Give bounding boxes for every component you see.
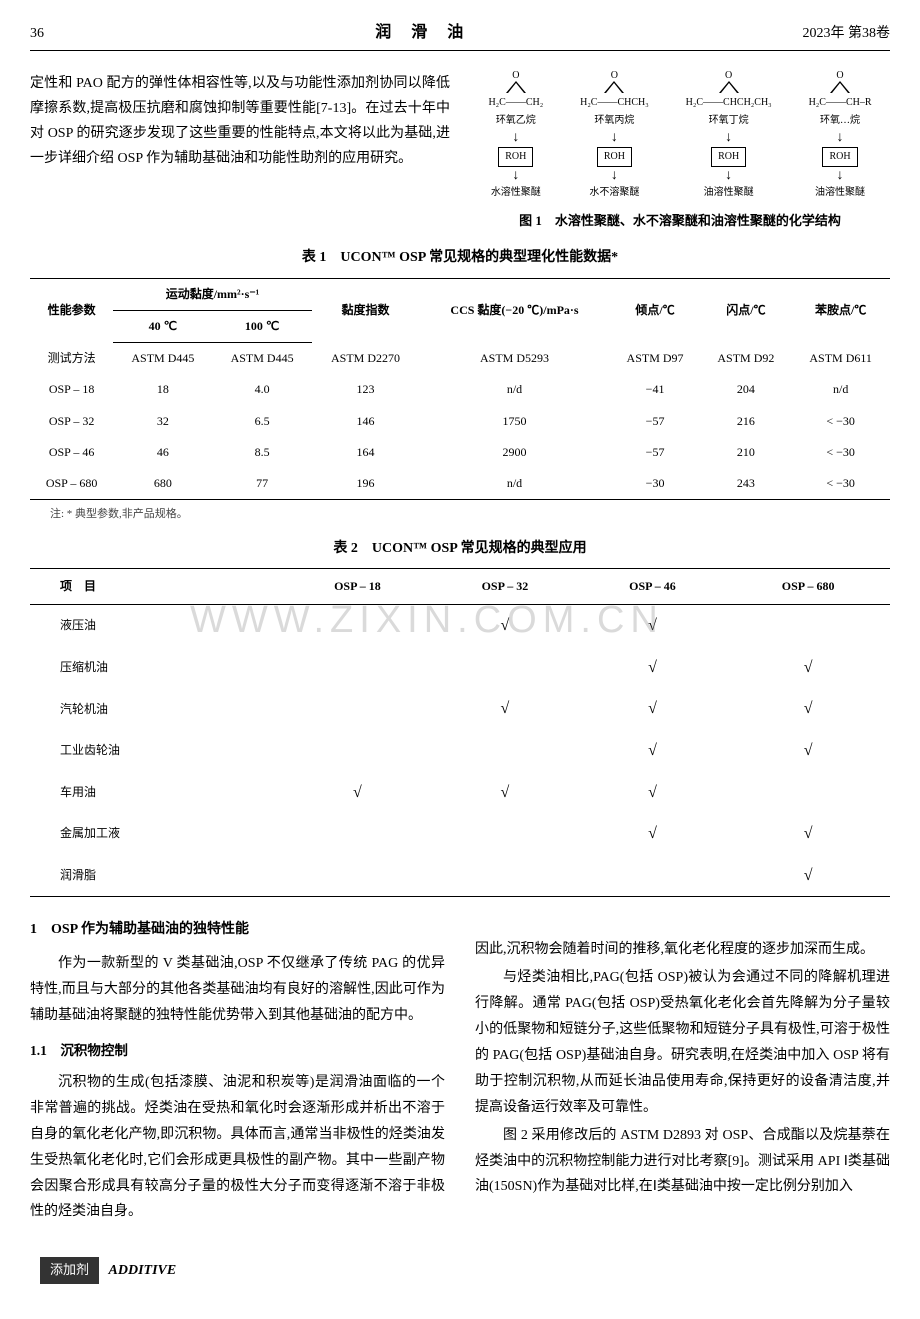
th-ccs: CCS 黏度(−20 ℃)/mPa·s	[419, 278, 609, 342]
table-2: 项 目 OSP – 18 OSP – 32 OSP – 46 OSP – 680…	[30, 568, 890, 897]
table-2-head: 项 目 OSP – 18 OSP – 32 OSP – 46 OSP – 680	[30, 569, 890, 605]
th-v40: 40 ℃	[113, 310, 212, 342]
th-flash: 闪点/℃	[700, 278, 791, 342]
arrow-down-icon: ↓	[512, 131, 519, 145]
page-footer: 添加剂 ADDITIVE	[30, 1257, 890, 1284]
mol-label: H₂C——CH₂	[488, 95, 543, 111]
table-row: OSP – 18184.0123n/d−41204n/d	[30, 374, 890, 405]
figure-1: O H₂C——CH₂ 环氧乙烷 ↓ ROH ↓ 水溶性聚醚 O H₂C——CHC…	[470, 71, 890, 232]
roh-box: ROH	[597, 147, 632, 167]
roh-box: ROH	[498, 147, 533, 167]
diagram-col-3: O H₂C——CH–R 环氧…烷 ↓ ROH ↓ 油溶性聚醚	[809, 71, 872, 201]
table-1-body: 测试方法ASTM D445ASTM D445ASTM D2270ASTM D52…	[30, 343, 890, 500]
th-osp32: OSP – 32	[431, 569, 579, 605]
arrow-down-icon: ↓	[837, 131, 844, 145]
table-row: 测试方法ASTM D445ASTM D445ASTM D2270ASTM D52…	[30, 343, 890, 375]
page-number: 36	[30, 23, 44, 45]
mol-name: 环氧…烷	[820, 113, 860, 129]
o-label: O	[512, 71, 519, 81]
body-text: 1 OSP 作为辅助基础油的独特性能 作为一款新型的 V 类基础油,OSP 不仅…	[30, 897, 890, 1227]
th-visc: 运动黏度/mm²·s⁻¹	[113, 278, 311, 310]
table-2-body: 液压油√√ 压缩机油√√ 汽轮机油√√√ 工业齿轮油√√ 车用油√√√ 金属加工…	[30, 605, 890, 897]
mol-name: 环氧丁烷	[709, 113, 749, 129]
table-row: 液压油√√	[30, 605, 890, 647]
triangle-icon	[506, 81, 526, 93]
type-label: 水溶性聚醚	[491, 185, 541, 201]
th-param: 性能参数	[30, 278, 113, 342]
mol-label: H₂C——CHCH₂CH₃	[686, 95, 772, 111]
diagram-col-2: O H₂C——CHCH₂CH₃ 环氧丁烷 ↓ ROH ↓ 油溶性聚醚	[686, 71, 772, 201]
table-row: OSP – 32326.51461750−57216< −30	[30, 406, 890, 437]
type-label: 水不溶聚醚	[589, 185, 639, 201]
table-2-title: 表 2 UCON™ OSP 常见规格的典型应用	[30, 538, 890, 560]
th-osp46: OSP – 46	[579, 569, 727, 605]
table-row: OSP – 68068077196n/d−30243< −30	[30, 468, 890, 500]
triangle-icon	[830, 81, 850, 93]
th-vi: 黏度指数	[312, 278, 420, 342]
footer-english: ADDITIVE	[109, 1263, 177, 1278]
issue-label: 2023年 第38卷	[802, 23, 890, 45]
figure-1-caption: 图 1 水溶性聚醚、水不溶聚醚和油溶性聚醚的化学结构	[470, 211, 890, 232]
left-column: 1 OSP 作为辅助基础油的独特性能 作为一款新型的 V 类基础油,OSP 不仅…	[30, 897, 445, 1227]
type-label: 油溶性聚醚	[704, 185, 754, 201]
th-osp18: OSP – 18	[284, 569, 432, 605]
th-project: 项 目	[30, 569, 284, 605]
triangle-icon	[604, 81, 624, 93]
top-section: 定性和 PAO 配方的弹性体相容性等,以及与功能性添加剂协同以降低摩擦系数,提高…	[30, 71, 890, 232]
arrow-down-icon: ↓	[725, 169, 732, 183]
table-row: 压缩机油√√	[30, 647, 890, 689]
page-header: 36 润 滑 油 2023年 第38卷	[30, 20, 890, 51]
table-1-note: 注: * 典型参数,非产品规格。	[50, 506, 890, 524]
paragraph: 作为一款新型的 V 类基础油,OSP 不仅继承了传统 PAG 的优异特性,而且与…	[30, 951, 445, 1029]
roh-box: ROH	[711, 147, 746, 167]
table-row: OSP – 46468.51642900−57210< −30	[30, 437, 890, 468]
mol-name: 环氧丙烷	[594, 113, 634, 129]
section-1-heading: 1 OSP 作为辅助基础油的独特性能	[30, 917, 445, 943]
roh-box: ROH	[822, 147, 857, 167]
mol-label: H₂C——CH–R	[809, 95, 872, 111]
o-label: O	[836, 71, 843, 81]
table-row: 金属加工液√√	[30, 813, 890, 855]
table-1-head: 性能参数 运动黏度/mm²·s⁻¹ 黏度指数 CCS 黏度(−20 ℃)/mPa…	[30, 278, 890, 342]
arrow-down-icon: ↓	[837, 169, 844, 183]
triangle-icon	[719, 81, 739, 93]
th-pour: 倾点/℃	[610, 278, 701, 342]
th-osp680: OSP – 680	[726, 569, 890, 605]
o-label: O	[611, 71, 618, 81]
footer-tag: 添加剂	[40, 1257, 99, 1284]
table-row: 车用油√√√	[30, 772, 890, 814]
arrow-down-icon: ↓	[611, 131, 618, 145]
mol-label: H₂C——CHCH₃	[580, 95, 649, 111]
diagram-col-1: O H₂C——CHCH₃ 环氧丙烷 ↓ ROH ↓ 水不溶聚醚	[580, 71, 649, 201]
mol-name: 环氧乙烷	[496, 113, 536, 129]
diagram-col-0: O H₂C——CH₂ 环氧乙烷 ↓ ROH ↓ 水溶性聚醚	[488, 71, 543, 201]
table-row: 润滑脂√	[30, 855, 890, 897]
arrow-down-icon: ↓	[512, 169, 519, 183]
table-2-wrapper: WWW.ZIXIN.COM.CN 项 目 OSP – 18 OSP – 32 O…	[30, 568, 890, 897]
table-1-title: 表 1 UCON™ OSP 常见规格的典型理化性能数据*	[30, 247, 890, 269]
th-v100: 100 ℃	[212, 310, 311, 342]
paragraph: 因此,沉积物会随着时间的推移,氧化老化程度的逐步加深而生成。	[475, 937, 890, 963]
intro-paragraph: 定性和 PAO 配方的弹性体相容性等,以及与功能性添加剂协同以降低摩擦系数,提高…	[30, 71, 450, 232]
table-row: 汽轮机油√√√	[30, 688, 890, 730]
table-1: 性能参数 运动黏度/mm²·s⁻¹ 黏度指数 CCS 黏度(−20 ℃)/mPa…	[30, 278, 890, 500]
o-label: O	[725, 71, 732, 81]
paragraph: 沉积物的生成(包括漆膜、油泥和积炭等)是润滑油面临的一个非常普遍的挑战。烃类油在…	[30, 1070, 445, 1225]
chemical-diagram: O H₂C——CH₂ 环氧乙烷 ↓ ROH ↓ 水溶性聚醚 O H₂C——CHC…	[470, 71, 890, 201]
table-row: 工业齿轮油√√	[30, 730, 890, 772]
right-column: 因此,沉积物会随着时间的推移,氧化老化程度的逐步加深而生成。 与烃类油相比,PA…	[475, 897, 890, 1227]
paragraph: 图 2 采用修改后的 ASTM D2893 对 OSP、合成酯以及烷基萘在烃类油…	[475, 1123, 890, 1201]
arrow-down-icon: ↓	[611, 169, 618, 183]
journal-title: 润 滑 油	[375, 20, 471, 46]
section-1-1-heading: 1.1 沉积物控制	[30, 1039, 445, 1064]
th-aniline: 苯胺点/℃	[791, 278, 890, 342]
type-label: 油溶性聚醚	[815, 185, 865, 201]
paragraph: 与烃类油相比,PAG(包括 OSP)被认为会通过不同的降解机理进行降解。通常 P…	[475, 965, 890, 1120]
arrow-down-icon: ↓	[725, 131, 732, 145]
